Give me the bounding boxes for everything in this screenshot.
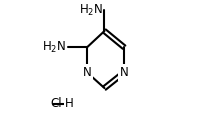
- Text: H$_2$N: H$_2$N: [79, 3, 103, 18]
- Text: N: N: [83, 66, 92, 79]
- Text: H$_2$N: H$_2$N: [42, 40, 66, 55]
- Text: Cl: Cl: [50, 97, 62, 110]
- Text: N: N: [120, 66, 128, 79]
- Text: H: H: [65, 97, 74, 110]
